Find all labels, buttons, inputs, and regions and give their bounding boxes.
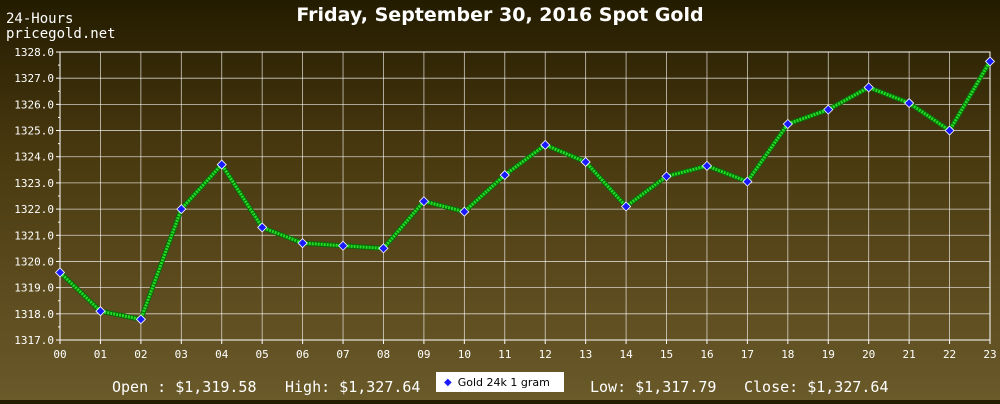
data-point <box>823 104 834 115</box>
x-tick-label: 20 <box>862 348 875 361</box>
data-point <box>459 206 470 217</box>
legend-label: Gold 24k 1 gram <box>457 375 550 389</box>
x-tick-label: 04 <box>215 348 229 361</box>
x-tick-label: 18 <box>781 348 794 361</box>
data-point <box>701 160 713 171</box>
x-tick-label: 02 <box>134 348 147 361</box>
chart-title: Friday, September 30, 2016 Spot Gold <box>296 4 704 26</box>
x-tick-label: 09 <box>417 348 430 361</box>
x-tick-label: 23 <box>983 348 996 361</box>
y-tick-label: 1319.0 <box>14 282 54 295</box>
x-tick-label: 11 <box>498 348 511 361</box>
y-tick-label: 1328.0 <box>14 46 54 59</box>
close-price: Close: $1,327.64 <box>744 378 889 396</box>
data-point <box>580 156 591 168</box>
data-point <box>540 139 551 151</box>
data-point <box>257 222 268 233</box>
data-point <box>216 159 227 170</box>
y-tick-label: 1323.0 <box>14 177 54 190</box>
y-tick-label: 1324.0 <box>14 151 54 164</box>
x-tick-label: 14 <box>619 348 633 361</box>
data-point <box>984 56 996 67</box>
data-point <box>297 238 308 249</box>
x-tick-label: 05 <box>256 348 269 361</box>
open-price: Open : $1,319.58 <box>112 378 257 396</box>
data-point <box>621 201 632 212</box>
data-point <box>418 196 429 207</box>
x-tick-label: 19 <box>822 348 835 361</box>
x-tick-label: 16 <box>700 348 713 361</box>
x-tick-label: 15 <box>660 348 673 361</box>
x-tick-label: 00 <box>53 348 66 361</box>
site-name: pricegold.net <box>6 26 116 42</box>
x-tick-label: 13 <box>579 348 592 361</box>
data-point <box>54 267 66 278</box>
data-point <box>944 125 955 136</box>
legend-marker-icon: ◆ <box>444 376 452 388</box>
data-point <box>863 82 874 93</box>
x-tick-label: 12 <box>539 348 552 361</box>
data-point <box>337 240 349 251</box>
series-line <box>58 60 992 321</box>
data-point <box>499 169 510 181</box>
y-tick-label: 1321.0 <box>14 229 54 242</box>
x-tick-label: 07 <box>336 348 349 361</box>
data-point <box>782 118 793 130</box>
y-tick-label: 1325.0 <box>14 125 54 138</box>
low-price: Low: $1,317.79 <box>590 378 717 396</box>
y-tick-label: 1320.0 <box>14 255 54 268</box>
data-point <box>135 314 146 325</box>
period-label: 24-Hours <box>6 11 74 27</box>
data-point <box>904 97 915 109</box>
data-point <box>661 171 672 182</box>
x-tick-label: 06 <box>296 348 309 361</box>
data-point <box>95 306 106 317</box>
legend: ◆ Gold 24k 1 gram <box>436 372 564 392</box>
y-tick-label: 1317.0 <box>14 334 54 347</box>
y-tick-label: 1322.0 <box>14 203 54 216</box>
y-tick-label: 1318.0 <box>14 308 54 321</box>
y-tick-label: 1326.0 <box>14 98 54 111</box>
high-price: High: $1,327.64 <box>285 378 421 396</box>
x-tick-label: 22 <box>943 348 956 361</box>
x-tick-label: 21 <box>903 348 916 361</box>
data-point <box>742 176 753 187</box>
data-point <box>176 204 187 215</box>
x-tick-label: 17 <box>741 348 754 361</box>
x-tick-label: 08 <box>377 348 390 361</box>
x-tick-label: 01 <box>94 348 107 361</box>
x-tick-label: 03 <box>175 348 188 361</box>
data-point <box>378 243 389 254</box>
x-tick-label: 10 <box>458 348 471 361</box>
y-tick-label: 1327.0 <box>14 72 54 85</box>
